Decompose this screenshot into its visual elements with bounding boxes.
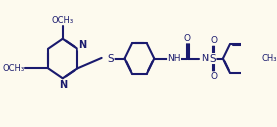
Text: OCH₃: OCH₃ <box>52 16 74 25</box>
Text: N: N <box>59 80 67 90</box>
Text: O: O <box>184 34 191 43</box>
Text: NH: NH <box>201 54 214 63</box>
Text: NH: NH <box>167 54 181 63</box>
Text: S: S <box>107 54 114 64</box>
Text: S: S <box>209 54 216 64</box>
Text: OCH₃: OCH₃ <box>2 64 24 73</box>
Text: CH₃: CH₃ <box>261 54 277 63</box>
Text: O: O <box>210 36 217 45</box>
Text: N: N <box>78 40 86 50</box>
Text: O: O <box>210 72 217 81</box>
